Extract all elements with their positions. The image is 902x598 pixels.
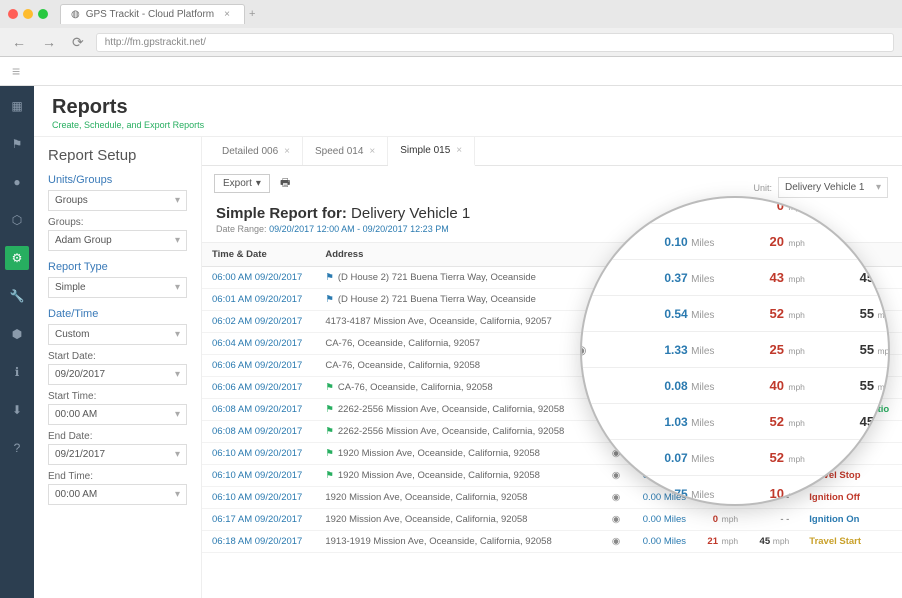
tab-speed-014[interactable]: Speed 014× [303, 137, 388, 165]
new-tab-button[interactable]: + [245, 8, 259, 20]
magnifier-row: ◉0.10 Miles20 mph25 mph [580, 224, 890, 260]
datetime-mode-select[interactable]: Custom [48, 324, 187, 345]
end-date-label: End Date: [48, 431, 187, 442]
rail-item-6[interactable]: ⬢ [5, 322, 29, 346]
rail-item-8[interactable]: ⬇ [5, 398, 29, 422]
rail-item-2[interactable]: ● [5, 170, 29, 194]
datetime-label: Date/Time [48, 308, 187, 320]
setup-heading: Report Setup [48, 147, 187, 164]
magnifier-row: ◉0.75 Miles10 mph45 mph [580, 476, 890, 507]
group-select[interactable]: Adam Group [48, 230, 187, 251]
rail-item-7[interactable]: ℹ [5, 360, 29, 384]
start-date-label: Start Date: [48, 351, 187, 362]
page-header: Reports Create, Schedule, and Export Rep… [34, 86, 902, 137]
export-button[interactable]: Export ▾ [214, 174, 270, 193]
browser-chrome: ◍ GPS Trackit - Cloud Platform × + ← → ⟳… [0, 0, 902, 57]
app-toolbar: ≡ [0, 57, 902, 86]
reload-button[interactable]: ⟳ [68, 34, 88, 51]
magnifier-row: ◉0.37 Miles43 mph45 mph [580, 260, 890, 296]
browser-tab[interactable]: ◍ GPS Trackit - Cloud Platform × [60, 4, 245, 24]
col-header: Time & Date [202, 243, 315, 267]
start-time-input[interactable]: 00:00 AM [48, 404, 187, 425]
report-setup-panel: Report Setup Units/Groups Groups Groups:… [34, 137, 202, 598]
table-row[interactable]: 06:17 AM 09/20/20171920 Mission Ave, Oce… [202, 509, 902, 531]
rail-item-3[interactable]: ⬡ [5, 208, 29, 232]
magnifier-row: ◉1.03 Miles52 mph45 mph [580, 404, 890, 440]
start-date-input[interactable]: 09/20/2017 [48, 364, 187, 385]
unit-select[interactable]: Delivery Vehicle 1 [778, 177, 888, 198]
report-vehicle: Delivery Vehicle 1 [351, 205, 470, 222]
report-tabs: Detailed 006×Speed 014×Simple 015× [202, 137, 902, 166]
print-icon[interactable]: 🖶 [280, 174, 290, 193]
unit-label: Unit: [753, 183, 772, 193]
end-time-input[interactable]: 00:00 AM [48, 484, 187, 505]
setup-units-label: Units/Groups [48, 174, 187, 186]
back-button[interactable]: ← [8, 34, 30, 50]
globe-icon: ◍ [71, 9, 80, 20]
window-controls[interactable] [8, 9, 48, 19]
close-icon[interactable]: × [456, 145, 462, 156]
magnifier-row: ◉1.33 Miles25 mph55 mph [580, 332, 890, 368]
units-groups-select[interactable]: Groups [48, 190, 187, 211]
close-icon[interactable]: × [220, 9, 234, 20]
report-type-label: Report Type [48, 261, 187, 273]
magnifier-row: ◉0.07 Miles52 mph45 mph [580, 440, 890, 476]
rail-item-9[interactable]: ? [5, 436, 29, 460]
end-time-label: End Time: [48, 471, 187, 482]
tab-title: GPS Trackit - Cloud Platform [86, 9, 214, 20]
magnifier-overlay: ◉0 mph◉0.10 Miles20 mph25 mph◉0.37 Miles… [580, 196, 890, 506]
magnifier-row: ◉0.08 Miles40 mph55 mph [580, 368, 890, 404]
unit-selector: Unit: Delivery Vehicle 1 [753, 177, 888, 198]
groups-label: Groups: [48, 217, 187, 228]
page-title: Reports [52, 96, 884, 119]
magnifier-row: ◉0 mph [580, 196, 890, 224]
start-time-label: Start Time: [48, 391, 187, 402]
rail-item-1[interactable]: ⚑ [5, 132, 29, 156]
close-icon[interactable]: × [284, 146, 290, 157]
menu-icon[interactable]: ≡ [12, 63, 20, 79]
page-subtitle: Create, Schedule, and Export Reports [52, 120, 884, 130]
report-type-select[interactable]: Simple [48, 277, 187, 298]
rail-item-4[interactable]: ⚙ [5, 246, 29, 270]
table-row[interactable]: 06:18 AM 09/20/20171913-1919 Mission Ave… [202, 531, 902, 553]
rail-item-5[interactable]: 🔧 [5, 284, 29, 308]
chevron-down-icon: ▾ [256, 178, 261, 189]
forward-button[interactable]: → [38, 34, 60, 50]
end-date-input[interactable]: 09/21/2017 [48, 444, 187, 465]
tab-detailed-006[interactable]: Detailed 006× [210, 137, 303, 165]
url-input[interactable]: http://fm.gpstrackit.net/ [96, 33, 894, 52]
magnifier-row: ◉0.54 Miles52 mph55 mph [580, 296, 890, 332]
icon-rail: ▦ ⚑ ● ⬡ ⚙ 🔧 ⬢ ℹ ⬇? [0, 86, 34, 598]
tab-simple-015[interactable]: Simple 015× [388, 137, 475, 166]
col-header: Address [315, 243, 581, 267]
export-label: Export [223, 178, 252, 189]
close-icon[interactable]: × [369, 146, 375, 157]
rail-item-0[interactable]: ▦ [5, 94, 29, 118]
